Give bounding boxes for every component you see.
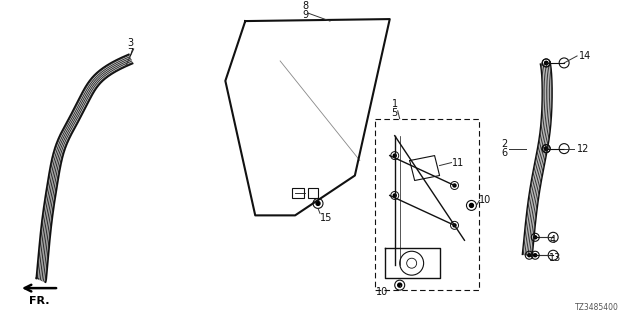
Text: 8: 8	[302, 1, 308, 11]
Text: 5: 5	[392, 108, 398, 118]
Text: 2: 2	[501, 139, 508, 148]
Text: 13: 13	[549, 253, 561, 263]
Circle shape	[453, 224, 456, 227]
Text: 7: 7	[127, 48, 134, 58]
Circle shape	[534, 254, 537, 257]
Text: 14: 14	[579, 51, 591, 61]
Text: TZ3485400: TZ3485400	[575, 303, 619, 312]
Text: 11: 11	[452, 157, 464, 168]
Circle shape	[316, 201, 320, 205]
Circle shape	[545, 147, 548, 150]
Circle shape	[453, 184, 456, 187]
Text: 9: 9	[302, 10, 308, 20]
Text: 10: 10	[376, 287, 388, 297]
Text: 6: 6	[501, 148, 508, 158]
Circle shape	[534, 236, 537, 239]
Circle shape	[545, 147, 548, 150]
Text: 12: 12	[577, 144, 589, 154]
Circle shape	[470, 204, 474, 207]
Bar	[292, 188, 304, 198]
Text: FR.: FR.	[29, 296, 49, 306]
Text: 3: 3	[127, 38, 134, 48]
Text: 15: 15	[320, 213, 332, 223]
Text: 1: 1	[392, 99, 398, 109]
Circle shape	[528, 254, 531, 257]
Text: 10: 10	[479, 196, 492, 205]
Circle shape	[397, 283, 402, 287]
Circle shape	[545, 61, 548, 64]
Text: 4: 4	[549, 235, 556, 245]
Circle shape	[393, 154, 396, 157]
Circle shape	[545, 61, 548, 64]
Bar	[308, 188, 318, 198]
Circle shape	[393, 194, 396, 197]
